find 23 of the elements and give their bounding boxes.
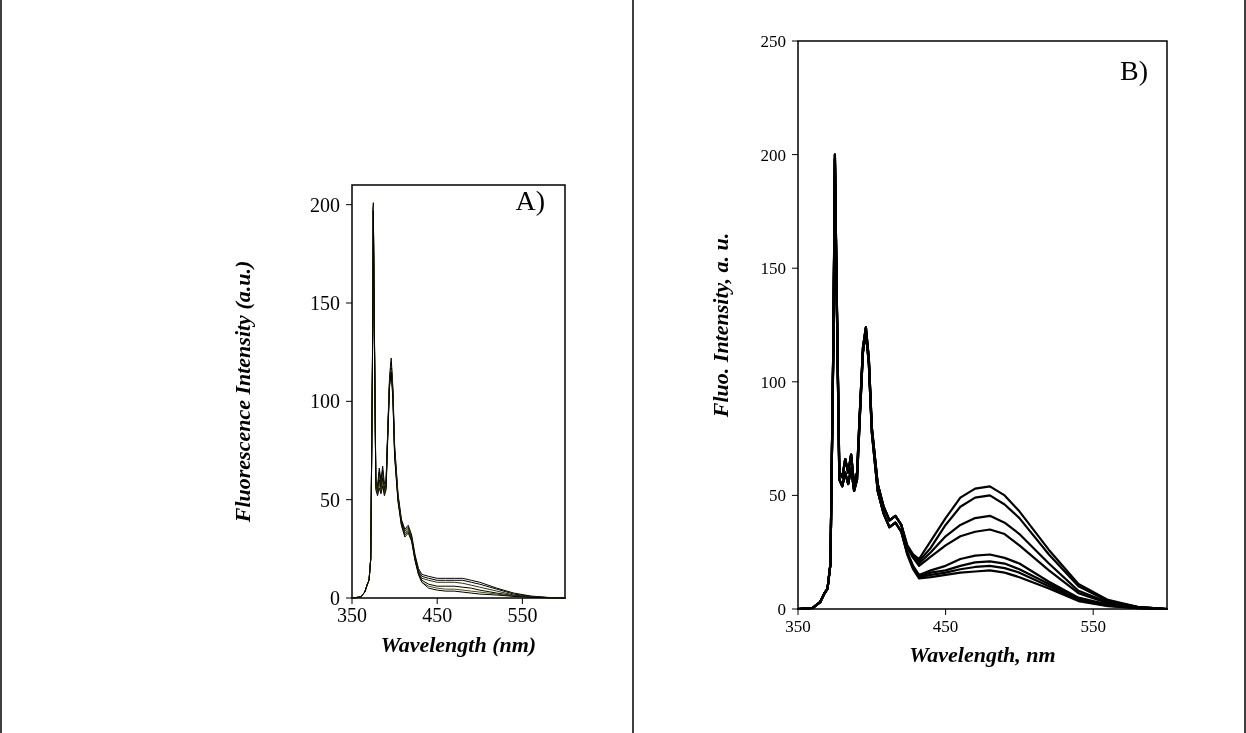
x-axis-title: Wavelength, nm: [909, 642, 1056, 667]
y-tick-label: 200: [760, 145, 786, 165]
x-tick-label: 350: [337, 604, 367, 626]
y-tick-label: 0: [330, 587, 340, 609]
y-tick-label: 150: [310, 292, 340, 314]
y-tick-label: 50: [320, 488, 340, 511]
y-axis-title: Fluorescence Intensity (a.u.): [230, 260, 255, 524]
x-tick-label: 550: [507, 604, 538, 626]
x-tick-label: 450: [422, 604, 453, 626]
y-tick-label: 100: [760, 372, 786, 392]
y-tick-label: 200: [310, 193, 340, 216]
y-tick-label: 100: [310, 390, 340, 413]
annotation: B): [1120, 55, 1148, 86]
x-tick-label: 350: [785, 617, 811, 636]
annotation: A): [515, 185, 545, 216]
x-tick-label: 450: [932, 617, 959, 636]
y-tick-label: 250: [760, 31, 786, 51]
x-axis-title: Wavelength (nm): [380, 632, 537, 657]
x-tick-label: 550: [1080, 617, 1106, 636]
y-tick-label: 0: [777, 599, 786, 619]
y-tick-label: 150: [760, 259, 786, 279]
y-axis-title: Fluo. Intensity, a. u.: [708, 232, 733, 419]
y-tick-label: 50: [769, 486, 786, 506]
